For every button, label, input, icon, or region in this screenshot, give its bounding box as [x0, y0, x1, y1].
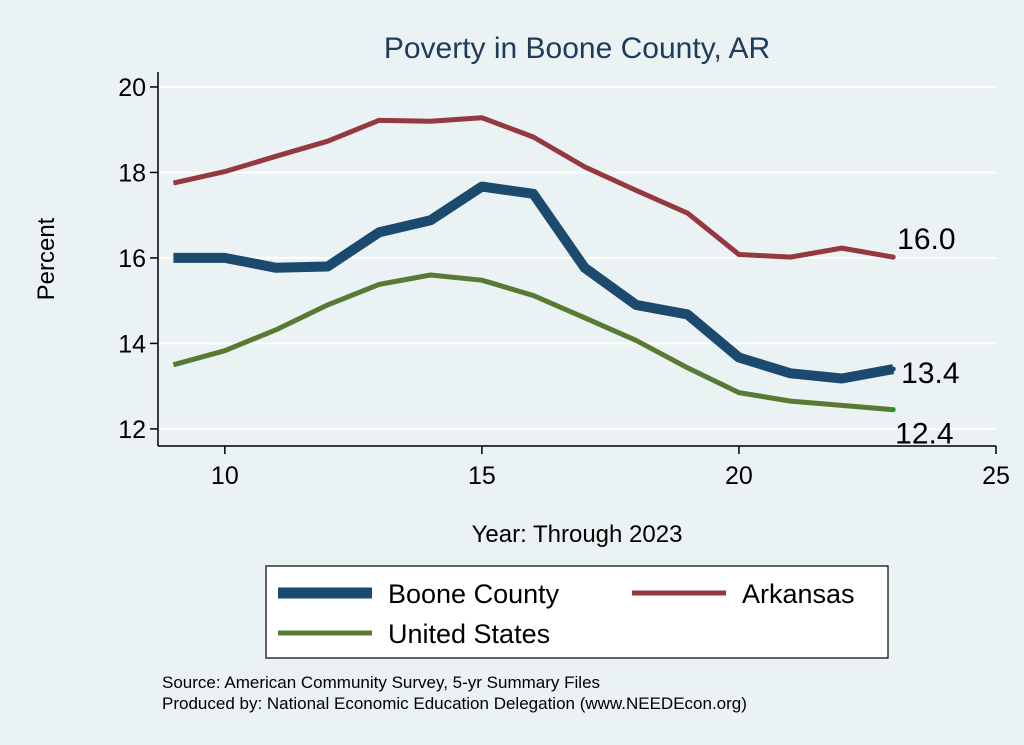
end-point-united-states: [890, 407, 896, 413]
legend-label-boone-county: Boone County: [388, 579, 560, 609]
y-tick-label-16: 16: [118, 245, 146, 273]
series-line-boone-county: [173, 181, 895, 384]
x-axis-title: Year: Through 2023: [472, 521, 683, 548]
series-line-united-states: [172, 272, 894, 413]
x-tick-label-20: 20: [725, 462, 753, 490]
produced-note: Produced by: National Economic Education…: [162, 694, 747, 713]
x-tick-label-15: 15: [468, 462, 496, 490]
y-axis-title: Percent: [33, 217, 60, 300]
y-ticks: 12 14 16 18 20: [118, 74, 158, 444]
end-label-arkansas: 16.0: [897, 223, 955, 256]
legend-box: [265, 565, 889, 659]
source-note: Source: American Community Survey, 5-yr …: [162, 673, 600, 692]
end-label-boone-county: 13.4: [901, 357, 959, 390]
y-tick-label-12: 12: [118, 416, 146, 444]
x-tick-label-25: 25: [982, 462, 1010, 490]
legend: Boone County Arkansas United States: [265, 565, 889, 659]
y-tick-label-18: 18: [118, 159, 146, 187]
series-lines: [172, 115, 896, 413]
chart-title: Poverty in Boone County, AR: [384, 32, 770, 65]
legend-label-arkansas: Arkansas: [742, 579, 855, 609]
legend-label-united-states: United States: [388, 619, 550, 649]
y-tick-label-14: 14: [118, 330, 146, 358]
x-ticks: 10 15 20 25: [211, 446, 1010, 490]
end-labels: 13.4 16.0 12.4: [895, 223, 959, 451]
x-tick-label-10: 10: [211, 462, 239, 490]
end-point-boone-county: [890, 366, 896, 372]
axes: [157, 72, 996, 447]
y-tick-label-20: 20: [118, 74, 146, 102]
series-line-arkansas: [172, 115, 894, 260]
end-point-arkansas: [890, 254, 896, 260]
end-label-united-states: 12.4: [895, 418, 953, 451]
